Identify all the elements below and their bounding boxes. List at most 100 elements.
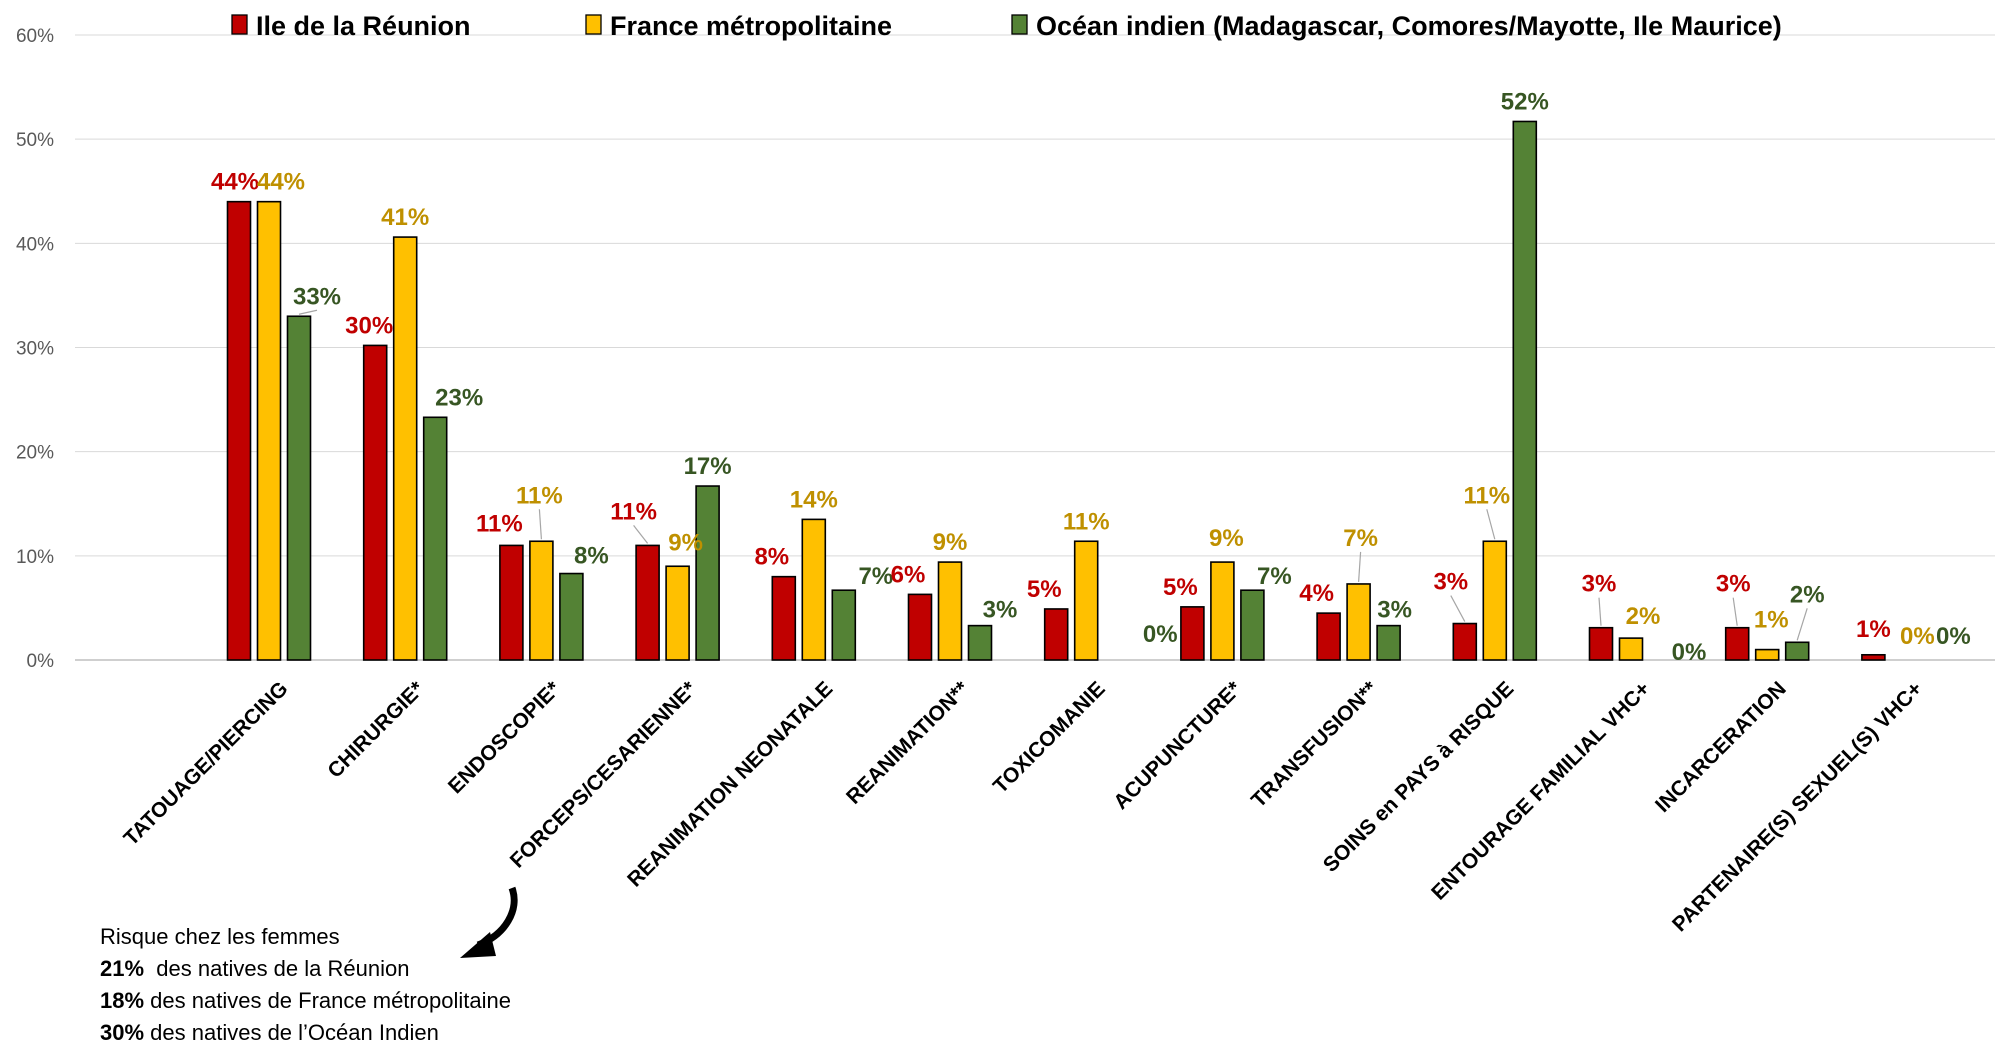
y-tick-label: 30% (16, 339, 54, 360)
data-label: 11% (516, 482, 563, 509)
leader-line (538, 509, 542, 540)
data-label: 3% (1716, 571, 1751, 598)
data-label: 11% (1463, 482, 1510, 509)
data-label: 14% (790, 486, 838, 513)
category-label: REANIMATION** (842, 677, 974, 809)
bar (1724, 626, 1750, 661)
data-label: 11% (476, 510, 523, 537)
data-label: 0% (1936, 623, 1971, 650)
note-line: 30% des natives de l’Océan Indien (100, 1020, 439, 1046)
bar (771, 575, 797, 661)
data-label: 52% (1501, 88, 1549, 115)
bar (801, 518, 827, 661)
legend-swatch (585, 14, 602, 35)
data-label: 41% (381, 204, 429, 231)
leader-lines (298, 309, 1808, 641)
bar (937, 561, 963, 661)
data-label: 44% (257, 169, 305, 196)
category-label: ACUPUNCTURE* (1109, 677, 1246, 814)
category-label: INCARCERATION (1651, 677, 1791, 817)
note-value: 21% (100, 956, 145, 981)
category-label: TATOUAGE/PIERCING (120, 677, 293, 850)
y-tick-label: 50% (16, 130, 54, 151)
y-tick-label: 60% (16, 26, 54, 47)
bar (1210, 561, 1235, 661)
category-label: TRANSFUSION** (1247, 677, 1383, 813)
bar (1861, 653, 1886, 661)
data-label: 0% (1143, 621, 1178, 648)
note-text: des natives de l’Océan Indien (150, 1020, 439, 1045)
bar (635, 544, 660, 661)
bar (392, 236, 418, 661)
data-label: 0% (1900, 623, 1935, 650)
data-label: 7% (1343, 525, 1378, 552)
data-label: 7% (1257, 563, 1292, 590)
data-label: 17% (684, 453, 732, 480)
leader-line (633, 525, 649, 544)
bar (907, 593, 933, 661)
x-axis-labels: TATOUAGE/PIERCING CHIRURGIE* ENDOSCOPIE*FO… (120, 677, 1927, 937)
bar (1784, 641, 1810, 661)
y-tick-label: 10% (16, 547, 54, 568)
bar (1754, 648, 1780, 661)
y-axis: 0% 10% 20% 30% 40% 50% 60% (16, 26, 1995, 672)
note-title: Risque chez les femmes (100, 924, 340, 949)
bar (1073, 540, 1099, 661)
category-label: PARTENAIRE(S) SEXUEL(S) VHC+ (1668, 677, 1927, 936)
leader-line (1358, 551, 1362, 582)
leader-line (298, 309, 318, 315)
leader-line (1732, 597, 1738, 626)
bar (256, 200, 282, 661)
bar (967, 624, 993, 661)
data-label: 1% (1856, 616, 1891, 643)
data-label: 11% (1063, 508, 1110, 535)
bar (1376, 624, 1401, 661)
bar (422, 416, 448, 661)
note-arrow-icon (460, 886, 518, 958)
data-label: 30% (345, 312, 393, 339)
data-labels: 44%44%33%30%41%23%11%11%8%11%9%17%8%14%7… (211, 88, 1971, 666)
legend-label: Ile de la Réunion (256, 11, 471, 41)
data-label: 9% (1209, 525, 1244, 552)
bar (1240, 589, 1265, 661)
data-label: 23% (435, 384, 483, 411)
note-text: des natives de France métropolitaine (150, 988, 511, 1013)
data-label: 5% (1163, 574, 1198, 601)
note-line: 21% des natives de la Réunion (100, 956, 409, 982)
bar (1482, 540, 1508, 661)
bar (362, 344, 388, 661)
bar (695, 485, 720, 661)
note-value: 30% (100, 1020, 145, 1045)
leader-line (1486, 509, 1496, 540)
data-label: 7% (858, 563, 893, 590)
category-label: ENTOURAGE FAMILIAL VHC+ (1427, 677, 1654, 904)
bar (1452, 622, 1478, 661)
note-text: des natives de la Réunion (156, 956, 410, 981)
data-label: 0% (1672, 639, 1707, 666)
category-label: TOXICOMANIE (989, 677, 1110, 798)
data-label: 3% (1377, 597, 1412, 624)
note-value: 18% (100, 988, 145, 1013)
data-label: 4% (1299, 580, 1334, 607)
data-label: 1% (1754, 607, 1789, 634)
note-line: 18% des natives de France métropolitaine (100, 988, 511, 1014)
legend: Ile de la Réunion France métropolitaine Oc… (231, 11, 1782, 41)
bar (559, 572, 584, 661)
category-label: ENDOSCOPIE* (444, 677, 566, 799)
bar (1588, 626, 1614, 661)
y-tick-label: 40% (16, 234, 54, 255)
data-label: 5% (1027, 576, 1062, 603)
data-label: 2% (1626, 603, 1661, 630)
y-tick-label: 20% (16, 443, 54, 464)
bar (1346, 583, 1371, 661)
data-label: 8% (574, 543, 609, 570)
bar (1512, 120, 1538, 661)
bar (665, 565, 690, 661)
bar (286, 315, 312, 661)
data-label: 8% (754, 544, 789, 571)
bar (1618, 637, 1644, 661)
bar (499, 544, 524, 661)
data-label: 11% (610, 498, 657, 525)
